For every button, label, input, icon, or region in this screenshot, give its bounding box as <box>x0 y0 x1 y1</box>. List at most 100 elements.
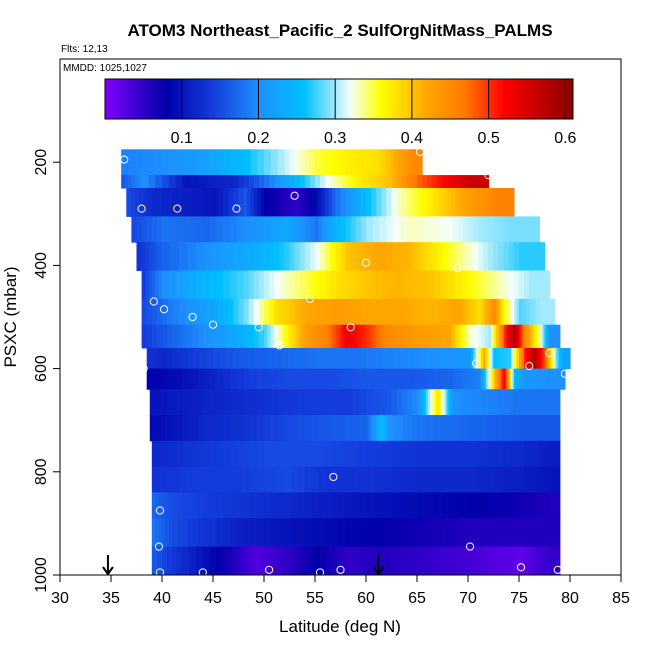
heatmap-cell <box>294 324 299 349</box>
heatmap-cell <box>447 270 455 300</box>
heatmap-cell <box>304 415 313 442</box>
heatmap-cell <box>325 466 333 493</box>
heatmap-cell <box>546 415 554 442</box>
heatmap-cell <box>182 546 190 575</box>
heatmap-cell <box>199 175 209 189</box>
heatmap-cell <box>264 242 270 272</box>
heatmap-cell <box>451 188 455 217</box>
heatmap-cell <box>510 518 520 548</box>
heatmap-cell <box>156 546 163 575</box>
heatmap-cell <box>269 188 275 217</box>
heatmap-cell <box>427 188 432 217</box>
heatmap-cell <box>250 149 258 176</box>
heatmap-cell <box>541 347 544 370</box>
heatmap-cell <box>301 324 306 349</box>
heatmap-cell <box>345 518 353 548</box>
heatmap-cell <box>553 546 556 575</box>
heatmap-cell <box>527 347 530 370</box>
heatmap-cell <box>386 242 393 272</box>
heatmap-cell <box>540 242 546 272</box>
heatmap-cell <box>417 175 423 189</box>
heatmap-cell <box>196 216 204 243</box>
heatmap-cell <box>243 368 251 390</box>
heatmap-cell <box>162 242 172 272</box>
heatmap-cell <box>417 466 427 493</box>
heatmap-cell <box>335 188 342 217</box>
heatmap-cell <box>366 415 370 442</box>
heatmap-cell <box>277 492 285 519</box>
heatmap-cell <box>167 324 173 349</box>
heatmap-cell <box>309 175 316 189</box>
heatmap-cell <box>355 175 362 189</box>
heatmap-cell <box>228 188 234 217</box>
heatmap-cell <box>529 440 535 468</box>
heatmap-cell <box>462 546 469 575</box>
heatmap-cell <box>511 298 515 326</box>
heatmap-cell <box>209 149 217 176</box>
colorbar-bar <box>104 78 574 120</box>
heatmap-cell <box>473 347 477 370</box>
heatmap-cell <box>502 415 512 442</box>
heatmap-cell <box>366 546 372 575</box>
heatmap-cell <box>396 546 404 575</box>
heatmap-cell <box>553 492 556 519</box>
heatmap-cell <box>157 242 163 272</box>
heatmap-cell <box>546 347 549 370</box>
heatmap-cell <box>162 518 166 548</box>
heatmap-cell <box>168 216 177 243</box>
heatmap-cell <box>539 415 547 442</box>
heatmap-cell <box>432 242 438 272</box>
heatmap-cell <box>495 368 498 390</box>
heatmap-cell <box>236 216 245 243</box>
heatmap-cell <box>274 270 280 300</box>
heatmap-cell <box>298 324 302 349</box>
heatmap-cell <box>175 175 183 189</box>
heatmap-cell <box>420 368 428 390</box>
heatmap-cell <box>524 466 530 493</box>
heatmap-cell <box>332 518 340 548</box>
heatmap-cell <box>451 175 455 189</box>
heatmap-cell <box>376 149 381 176</box>
heatmap-cell <box>507 324 510 349</box>
heatmap-cell <box>182 324 189 349</box>
heatmap-cell <box>524 440 530 468</box>
heatmap-cell <box>485 415 495 442</box>
heatmap-cell <box>396 389 403 416</box>
heatmap-cell <box>151 324 158 349</box>
heatmap-cell <box>459 492 469 519</box>
heatmap-cell <box>257 389 265 416</box>
heatmap-cell <box>257 492 265 519</box>
heatmap-cell <box>376 546 384 575</box>
heatmap-cell <box>350 188 357 217</box>
heatmap-cell <box>366 466 376 493</box>
heatmap-cell <box>515 324 518 349</box>
heatmap-cell <box>556 324 559 349</box>
heatmap-cell <box>216 216 224 243</box>
heatmap-cell <box>454 188 459 217</box>
heatmap-cell <box>230 492 238 519</box>
heatmap-cell <box>425 518 435 548</box>
heatmap-cell <box>401 188 408 217</box>
heatmap-cell <box>366 242 372 272</box>
heatmap-cell <box>524 368 529 390</box>
heatmap-row <box>151 466 561 493</box>
heatmap-cell <box>134 149 143 176</box>
heatmap-cell <box>223 368 231 390</box>
heatmap-cell <box>264 492 272 519</box>
heatmap-cell <box>503 188 507 217</box>
heatmap-cell <box>304 324 309 349</box>
heatmap-cell <box>371 546 377 575</box>
heatmap-cell <box>442 389 444 416</box>
colorbar-tick-label: 0.2 <box>247 130 269 147</box>
heatmap-cell <box>196 546 204 575</box>
arrow-marker <box>372 555 385 576</box>
heatmap-cell <box>510 415 520 442</box>
heatmap-cell <box>151 216 158 243</box>
sample-point <box>472 359 481 368</box>
heatmap-cell <box>376 270 382 300</box>
heatmap-cell <box>496 347 500 370</box>
heatmap-cell <box>330 270 336 300</box>
heatmap-cell <box>376 188 382 217</box>
heatmap-cell <box>498 324 502 349</box>
